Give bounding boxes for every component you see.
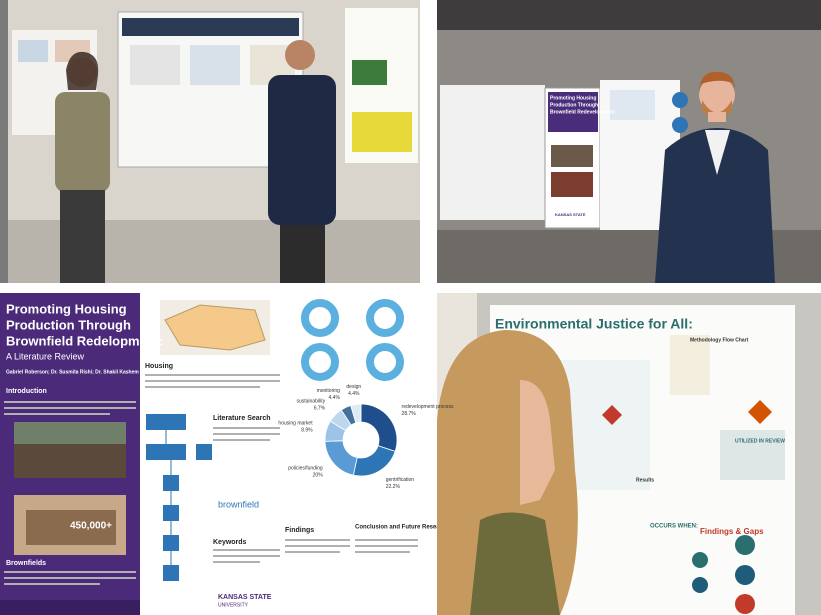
findings-heading: Findings & Gaps — [700, 527, 764, 536]
results-heading: Results — [636, 477, 654, 483]
image-caption: 450,000+ — [70, 521, 112, 532]
photo-top-left — [0, 0, 420, 283]
poster-title: Promoting Housing — [550, 95, 596, 101]
flow-title: Methodology Flow Chart — [690, 337, 749, 343]
poster-title: Production Through — [6, 317, 131, 332]
donut-label: redevelopment process — [402, 404, 454, 410]
donut-value-label: 20% — [313, 472, 324, 478]
top-right-text: Promoting Housing Production Through Bro… — [550, 95, 616, 217]
donut-label: sustainability — [296, 399, 325, 405]
donut-value-label: 8.9% — [301, 428, 313, 434]
logo: KANSAS STATE — [218, 594, 272, 601]
logo: KANSAS STATE — [555, 212, 586, 217]
flow-label: UTILIZED IN REVIEW — [735, 438, 785, 444]
section-heading: Brownfields — [6, 560, 46, 567]
poster-title: Brownfield Redevelopment: — [550, 109, 616, 115]
poster-text: Promoting Housing Production Through Bro… — [6, 301, 449, 608]
donut-label: housing market — [278, 421, 313, 427]
section-heading: Keywords — [213, 539, 247, 546]
poster-title: Promoting Housing — [6, 301, 127, 316]
section-heading: Findings — [285, 527, 314, 534]
donut-value-label: 22.2% — [386, 484, 401, 490]
poster-title: Environmental Justice for All: — [495, 316, 693, 332]
logo-sub: UNIVERSITY — [218, 602, 249, 608]
photo-top-right — [437, 0, 821, 283]
donut-label: design — [346, 384, 361, 390]
donut-segment — [350, 403, 362, 424]
donut-value-label: 28.7% — [402, 411, 417, 417]
wordcloud: brownfield — [218, 499, 259, 509]
donut-label: monitoring — [317, 388, 341, 394]
section-heading: Literature Search — [213, 415, 271, 422]
section-heading: Conclusion and Future Research — [355, 525, 449, 531]
photo-bottom-right — [437, 293, 821, 615]
section-heading: Introduction — [6, 388, 47, 395]
donut-value-label: 4.4% — [329, 395, 341, 401]
donut-label: gentrification — [386, 477, 415, 483]
donut-value-label: 4.4% — [348, 391, 360, 397]
section-heading: Housing — [145, 363, 173, 370]
poster-authors: Gabriel Roberson; Dr. Susmita Rishi; Dr.… — [6, 369, 139, 375]
occurs-heading: OCCURS WHEN: — [650, 524, 698, 530]
bottom-right-text: Environmental Justice for All: Methodolo… — [495, 316, 785, 536]
donut-value-label: 6.7% — [314, 406, 326, 412]
poster-title: Brownfield Redelopment: — [6, 333, 163, 348]
donut-label: policies/funding — [288, 465, 323, 471]
poster-title: Production Through — [550, 102, 598, 108]
poster-subtitle: A Literature Review — [6, 351, 85, 361]
